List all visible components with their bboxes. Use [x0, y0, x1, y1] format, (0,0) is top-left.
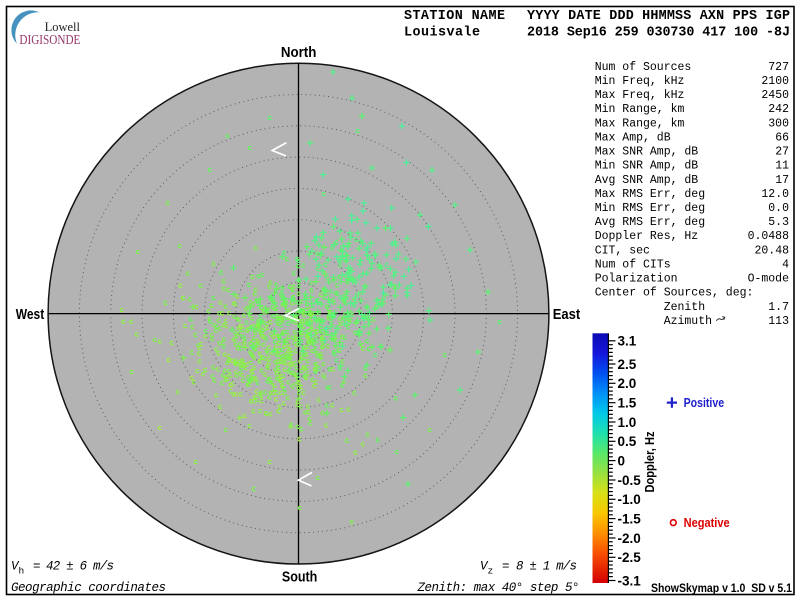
svg-text:300: 300 [768, 117, 789, 130]
svg-text:-3.1: -3.1 [618, 573, 642, 588]
svg-text:Center of Sources, deg:: Center of Sources, deg: [595, 287, 754, 300]
svg-text:242: 242 [768, 103, 789, 116]
svg-text:Max RMS Err, deg: Max RMS Err, deg [595, 188, 705, 201]
svg-text:West: West [16, 307, 45, 323]
svg-text:Min Range, km: Min Range, km [595, 103, 685, 116]
svg-text:1.5: 1.5 [618, 396, 637, 411]
svg-text:DIGISONDE: DIGISONDE [19, 33, 80, 48]
svg-text:Avg RMS Err, deg: Avg RMS Err, deg [595, 216, 705, 229]
svg-text:727: 727 [768, 61, 789, 74]
svg-text:Min Freq, kHz: Min Freq, kHz [595, 75, 685, 88]
svg-text:27: 27 [775, 146, 789, 159]
svg-text:Doppler Res, Hz: Doppler Res, Hz [595, 230, 699, 243]
svg-text:Azimuth: Azimuth [595, 315, 712, 328]
svg-text:Positive: Positive [684, 396, 725, 410]
svg-text:1.0: 1.0 [618, 415, 637, 430]
svg-text:Polarization: Polarization [595, 273, 678, 286]
svg-text:2.0: 2.0 [618, 376, 637, 391]
svg-text:South: South [282, 570, 318, 586]
svg-text:Min RMS Err, deg: Min RMS Err, deg [595, 202, 705, 215]
svg-text:Max Freq, kHz: Max Freq, kHz [595, 89, 685, 102]
svg-text:Zenith: Zenith [595, 301, 705, 314]
svg-text:2018 Sep16 259 030730 417 100: 2018 Sep16 259 030730 417 100 -8J [527, 26, 790, 41]
svg-text:Max SNR Amp, dB: Max SNR Amp, dB [595, 146, 699, 159]
svg-text:3.1: 3.1 [618, 334, 637, 349]
svg-text:Num of Sources: Num of Sources [595, 61, 692, 74]
svg-text:4: 4 [782, 259, 789, 272]
svg-text:66: 66 [775, 131, 789, 144]
svg-text:0: 0 [618, 453, 626, 468]
svg-text:Geographic coordinates: Geographic coordinates [11, 581, 166, 595]
svg-text:Louisvale: Louisvale [404, 26, 480, 41]
svg-text:Max Amp, dB: Max Amp, dB [595, 131, 671, 144]
svg-text:YYYY DATE DDD HHMMSS AXN PPS: YYYY DATE DDD HHMMSS AXN PPS IGP [527, 9, 790, 24]
svg-text:East: East [553, 307, 581, 323]
svg-text:17: 17 [775, 174, 789, 187]
svg-text:-2.5: -2.5 [618, 550, 642, 565]
svg-text:h: h [19, 566, 25, 577]
svg-text:2100: 2100 [761, 75, 789, 88]
svg-text:-1.0: -1.0 [618, 492, 641, 507]
svg-text:ShowSkymap v 1.0 SD v 5.1: ShowSkymap v 1.0 SD v 5.1 [651, 581, 792, 595]
svg-text:2450: 2450 [761, 89, 789, 102]
svg-text:-1.5: -1.5 [618, 511, 642, 526]
svg-text:Lowell: Lowell [45, 20, 81, 34]
svg-text:V=42 ± 6 m/s: V = 42 ± 6 m/s [11, 560, 114, 574]
svg-text:Zenith: max 40° step 5°: Zenith: max 40° step 5° [417, 581, 580, 595]
svg-text:0.0: 0.0 [768, 202, 789, 215]
svg-text:-0.5: -0.5 [618, 473, 642, 488]
svg-text:O-mode: O-mode [748, 273, 790, 286]
svg-text:20.48: 20.48 [754, 244, 789, 257]
svg-text:Max Range, km: Max Range, km [595, 117, 685, 130]
svg-text:Avg SNR Amp, dB: Avg SNR Amp, dB [595, 174, 699, 187]
svg-text:113: 113 [768, 315, 789, 328]
svg-text:1.7: 1.7 [768, 301, 789, 314]
svg-text:V=8 ± 1 m/s: V = 8 ± 1 m/s [480, 560, 577, 574]
svg-text:-2.0: -2.0 [618, 531, 641, 546]
svg-text:12.0: 12.0 [761, 188, 789, 201]
svg-text:Min SNR Amp, dB: Min SNR Amp, dB [595, 160, 699, 173]
svg-text:z: z [488, 566, 494, 577]
svg-text:North: North [281, 45, 317, 61]
svg-text:0.5: 0.5 [618, 434, 637, 449]
svg-text:Doppler, Hz: Doppler, Hz [643, 432, 657, 493]
svg-text:Num of CITs: Num of CITs [595, 259, 671, 272]
svg-text:STATION NAME: STATION NAME [404, 9, 505, 24]
svg-text:5.3: 5.3 [768, 216, 789, 229]
svg-text:2.5: 2.5 [618, 357, 637, 372]
svg-text:Negative: Negative [684, 516, 730, 530]
svg-text:CIT, sec: CIT, sec [595, 244, 650, 257]
svg-text:11: 11 [775, 160, 789, 173]
svg-text:0.0488: 0.0488 [748, 230, 790, 243]
